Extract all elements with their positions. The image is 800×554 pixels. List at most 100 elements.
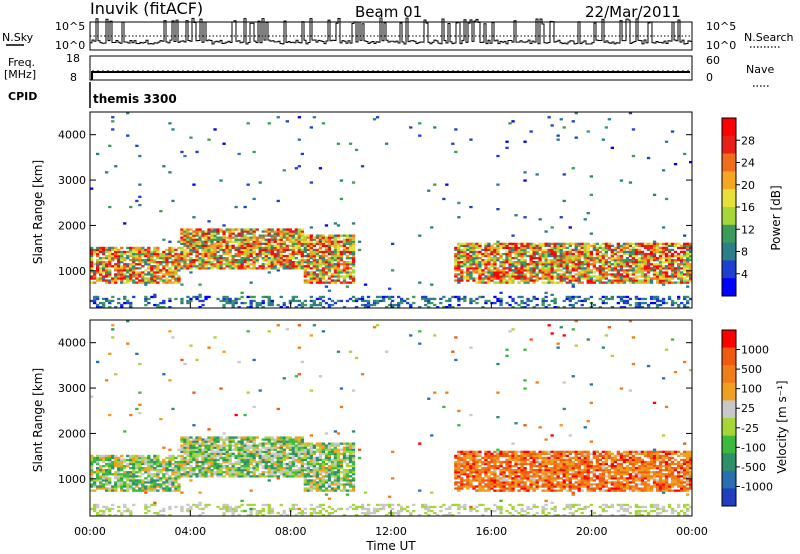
velocity-cell bbox=[195, 465, 199, 468]
velocity-cell bbox=[138, 454, 142, 458]
velocity-cell bbox=[129, 509, 133, 513]
power-cell bbox=[496, 244, 500, 247]
power-cell bbox=[677, 263, 681, 266]
power-cell bbox=[607, 246, 611, 250]
power-cell bbox=[553, 297, 557, 301]
velocity-cell bbox=[99, 475, 103, 478]
velocity-cell bbox=[228, 444, 232, 447]
velocity-cell bbox=[105, 487, 109, 490]
power-cell bbox=[252, 252, 256, 256]
power-cell bbox=[333, 244, 338, 247]
power-cell bbox=[138, 250, 142, 254]
power-cell bbox=[252, 242, 256, 245]
power-cell bbox=[201, 252, 205, 256]
power-cell bbox=[493, 273, 497, 276]
power-cell bbox=[102, 277, 106, 280]
power-cell bbox=[562, 250, 566, 254]
power-cell bbox=[667, 250, 672, 254]
power-cell bbox=[616, 265, 620, 268]
velocity-cell bbox=[186, 475, 190, 478]
power-cell bbox=[291, 246, 295, 250]
power-cell bbox=[261, 267, 265, 270]
power-cell bbox=[258, 234, 262, 237]
power-cell bbox=[312, 238, 316, 241]
power-cell bbox=[156, 250, 160, 254]
power-cell bbox=[312, 236, 316, 239]
power-cell bbox=[177, 254, 181, 258]
velocity-cell bbox=[276, 458, 280, 462]
power-cell bbox=[550, 263, 554, 266]
power-cell bbox=[228, 234, 232, 237]
power-cell bbox=[610, 275, 614, 278]
velocity-cell bbox=[141, 473, 145, 476]
velocity-cell bbox=[219, 452, 223, 455]
velocity-cell bbox=[183, 452, 187, 455]
power-cell bbox=[649, 246, 654, 250]
colorbar-segment bbox=[722, 242, 736, 261]
power-cell bbox=[421, 295, 425, 299]
velocity-cell bbox=[138, 489, 142, 492]
power-cell bbox=[339, 179, 344, 182]
power-cell bbox=[336, 252, 341, 256]
power-cell bbox=[680, 271, 684, 274]
velocity-cell bbox=[225, 473, 229, 476]
power-cell bbox=[478, 279, 482, 282]
velocity-cell bbox=[201, 460, 205, 464]
velocity-cell bbox=[276, 471, 280, 474]
power-cell bbox=[517, 246, 521, 250]
power-cell bbox=[499, 291, 503, 294]
power-cell bbox=[222, 252, 226, 256]
power-cell bbox=[201, 303, 205, 307]
power-cell bbox=[658, 257, 663, 260]
power-cell bbox=[583, 246, 587, 250]
power-cell bbox=[517, 263, 521, 266]
power-cell bbox=[677, 303, 681, 307]
velocity-cell bbox=[237, 467, 241, 470]
power-cell bbox=[580, 263, 584, 266]
velocity-cell bbox=[204, 471, 208, 474]
y-tick-label: 3000 bbox=[58, 174, 86, 187]
velocity-cell bbox=[96, 469, 100, 472]
power-cell bbox=[502, 269, 506, 272]
power-cell bbox=[210, 257, 214, 260]
power-cell bbox=[162, 275, 166, 278]
velocity-cell bbox=[294, 452, 298, 455]
power-cell bbox=[496, 246, 500, 250]
power-cell bbox=[249, 306, 253, 309]
date-title: 22/Mar/2011 bbox=[585, 3, 681, 21]
power-cell bbox=[123, 263, 127, 266]
velocity-cell bbox=[144, 471, 148, 474]
power-cell bbox=[683, 244, 687, 247]
power-cell bbox=[291, 261, 295, 264]
power-cell bbox=[186, 299, 190, 303]
power-cell bbox=[673, 259, 678, 262]
power-cell bbox=[664, 269, 669, 272]
power-cell bbox=[649, 250, 654, 254]
power-cell bbox=[409, 306, 413, 309]
colorbar-tick-label: 24 bbox=[741, 157, 755, 170]
power-cell bbox=[499, 265, 503, 268]
power-cell bbox=[243, 248, 247, 252]
velocity-cell bbox=[285, 467, 289, 470]
velocity-cell bbox=[249, 444, 253, 447]
power-cell bbox=[418, 122, 422, 125]
velocity-cell bbox=[201, 454, 205, 458]
power-cell bbox=[544, 230, 548, 233]
power-cell bbox=[613, 273, 617, 276]
power-cell bbox=[523, 250, 527, 254]
power-cell bbox=[168, 306, 172, 309]
power-cell bbox=[538, 248, 542, 252]
power-cell bbox=[541, 252, 545, 256]
power-cell bbox=[180, 254, 184, 258]
velocity-cell bbox=[183, 438, 187, 441]
power-cell bbox=[246, 122, 250, 125]
velocity-cell bbox=[114, 373, 118, 376]
power-cell bbox=[327, 242, 332, 245]
colorbar-tick-label: 4 bbox=[741, 268, 748, 281]
velocity-cell bbox=[132, 460, 136, 464]
velocity-cell bbox=[243, 462, 247, 466]
power-cell bbox=[580, 281, 584, 284]
velocity-cell bbox=[291, 454, 295, 458]
power-cell bbox=[123, 269, 127, 272]
power-cell bbox=[147, 257, 151, 260]
